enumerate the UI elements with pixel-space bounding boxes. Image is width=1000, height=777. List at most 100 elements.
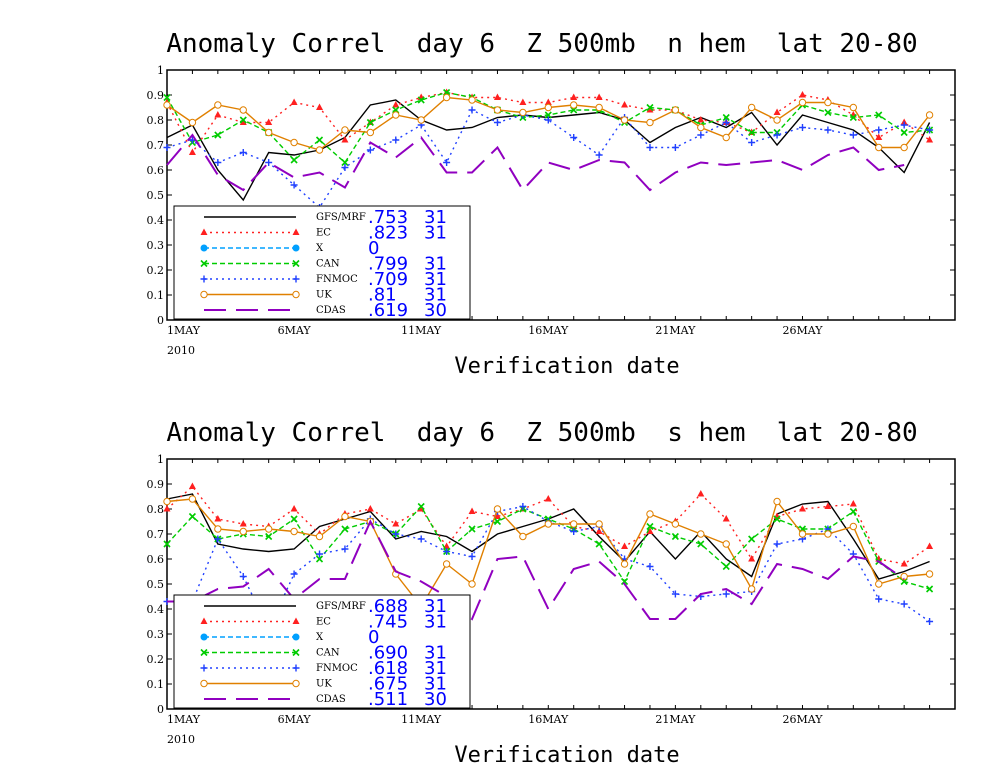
x-axis-label: Verification date xyxy=(454,354,679,379)
legend-series-count: 31 xyxy=(424,223,447,244)
data-point xyxy=(824,126,832,134)
data-point xyxy=(620,560,629,568)
legend-marker xyxy=(200,648,208,657)
data-point xyxy=(214,111,222,118)
y-tick-label: 0 xyxy=(157,703,164,716)
data-point xyxy=(798,98,807,107)
data-point xyxy=(697,540,705,548)
data-point xyxy=(316,103,324,110)
data-point xyxy=(646,144,654,151)
x-tick-label: 21MAY xyxy=(655,324,696,337)
legend-series-name: X xyxy=(316,632,324,643)
series-line-fnmoc xyxy=(166,109,930,209)
data-point xyxy=(747,585,756,593)
data-point xyxy=(214,101,222,109)
data-point xyxy=(748,535,756,543)
y-tick-label: 0.3 xyxy=(147,239,165,252)
y-tick-label: 1 xyxy=(157,453,164,466)
data-point xyxy=(773,497,781,506)
legend-series-score: .619 xyxy=(368,300,408,321)
data-point xyxy=(265,118,273,125)
x-tick-label: 26MAY xyxy=(782,324,823,337)
legend-series-name: FNMOC xyxy=(316,663,358,674)
legend-series-score: .745 xyxy=(368,612,408,633)
data-point xyxy=(392,111,400,119)
data-point xyxy=(747,103,756,112)
data-point xyxy=(849,500,857,507)
y-tick-label: 0.8 xyxy=(147,114,165,127)
data-point xyxy=(900,560,908,567)
data-point xyxy=(824,108,832,117)
legend: GFS/MRF .753 31 EC .823 31 X 0 CAN .799 31 FNMOC .70… xyxy=(173,205,471,321)
data-point xyxy=(900,572,908,581)
data-point xyxy=(798,91,806,98)
legend-marker xyxy=(200,679,208,688)
data-point xyxy=(468,525,476,533)
data-point xyxy=(875,133,883,140)
data-point xyxy=(722,540,730,548)
data-point xyxy=(671,106,680,114)
data-point xyxy=(773,131,781,139)
data-point xyxy=(671,532,679,541)
data-point xyxy=(697,123,705,132)
data-point xyxy=(442,93,451,102)
data-point xyxy=(417,96,425,104)
legend-series-name: EC xyxy=(316,228,331,239)
data-point xyxy=(595,93,603,100)
legend-series-name: GFS/MRF xyxy=(316,212,366,223)
data-point xyxy=(595,520,603,528)
data-point xyxy=(366,128,375,137)
data-point xyxy=(392,520,400,527)
data-point xyxy=(519,98,527,105)
data-point xyxy=(239,106,247,114)
data-point xyxy=(265,532,273,541)
y-tick-label: 0.9 xyxy=(147,478,165,491)
data-point xyxy=(417,502,425,511)
data-point xyxy=(443,159,451,166)
legend-marker xyxy=(292,244,300,252)
data-point xyxy=(163,93,171,102)
y-tick-label: 0.4 xyxy=(147,214,165,227)
data-point xyxy=(239,149,247,156)
data-point xyxy=(239,118,247,125)
data-point xyxy=(315,532,324,541)
data-point xyxy=(544,111,552,119)
legend-series-name: UK xyxy=(316,679,332,690)
legend-series-count: 31 xyxy=(424,674,447,695)
legend-marker xyxy=(292,259,300,268)
data-point xyxy=(875,595,883,603)
data-point xyxy=(290,505,298,512)
data-point xyxy=(620,116,629,124)
legend-series-score: .753 xyxy=(368,207,408,228)
panel-south-hemisphere: Anomaly Correl day 6 Z 500mb s hem lat 2… xyxy=(147,418,956,768)
data-point xyxy=(900,128,908,137)
legend-series-name: UK xyxy=(316,290,332,301)
data-point xyxy=(188,148,196,155)
data-point xyxy=(875,143,883,152)
x-tick-label: 11MAY xyxy=(401,713,442,726)
data-point xyxy=(773,540,781,548)
data-point xyxy=(214,535,222,543)
data-point xyxy=(366,146,374,154)
data-point xyxy=(875,126,883,134)
data-point xyxy=(849,507,857,516)
data-point xyxy=(671,520,680,528)
y-tick-label: 0.2 xyxy=(147,653,165,666)
data-point xyxy=(570,101,578,109)
data-point xyxy=(646,527,654,534)
data-point xyxy=(315,555,324,563)
data-point xyxy=(188,495,197,503)
data-point xyxy=(214,525,222,533)
y-tick-label: 0.8 xyxy=(147,503,165,516)
legend-marker xyxy=(292,679,300,688)
legend-series-count: 31 xyxy=(424,269,447,290)
legend-marker xyxy=(200,244,208,252)
x-axis-label: Verification date xyxy=(454,743,679,768)
x-tick-year-label: 2010 xyxy=(167,344,195,357)
data-point xyxy=(341,525,349,533)
legend-marker xyxy=(292,275,300,283)
data-point xyxy=(722,590,730,598)
data-point xyxy=(722,562,730,571)
data-point xyxy=(341,164,349,171)
data-point xyxy=(697,490,705,497)
